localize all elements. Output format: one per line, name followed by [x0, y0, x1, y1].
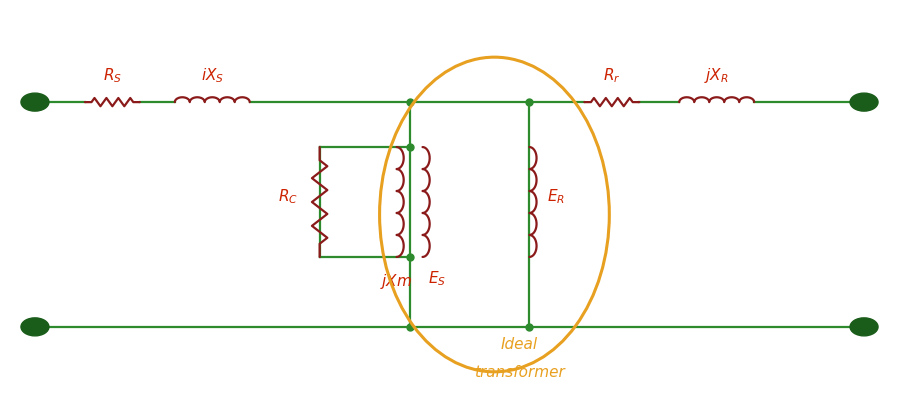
- Ellipse shape: [850, 318, 878, 336]
- Ellipse shape: [21, 318, 49, 336]
- Text: $R_S$: $R_S$: [102, 66, 122, 85]
- Text: Ideal: Ideal: [501, 337, 538, 352]
- Ellipse shape: [21, 93, 49, 111]
- Ellipse shape: [850, 93, 878, 111]
- Text: $iX_S$: $iX_S$: [200, 66, 224, 85]
- Text: $jXm$: $jXm$: [380, 272, 413, 291]
- Text: $jX_R$: $jX_R$: [704, 66, 729, 85]
- Text: $E_S$: $E_S$: [428, 269, 446, 288]
- Text: transformer: transformer: [474, 365, 565, 380]
- Text: $R_r$: $R_r$: [603, 66, 620, 85]
- Text: $E_R$: $E_R$: [547, 187, 565, 206]
- Text: $R_C$: $R_C$: [278, 187, 298, 206]
